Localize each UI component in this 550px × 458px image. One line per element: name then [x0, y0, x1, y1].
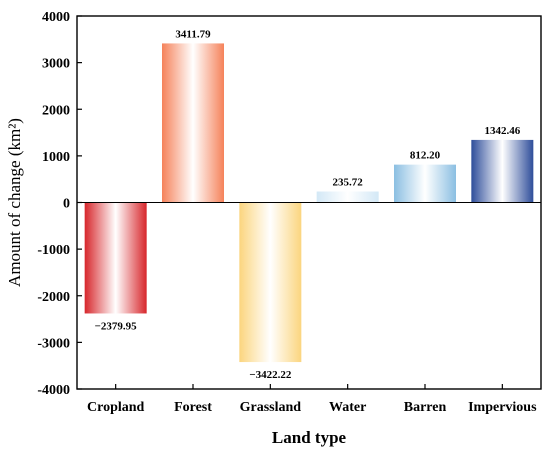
bars-layer	[84, 43, 534, 363]
x-tick-label-impervious: Impervious	[468, 400, 537, 415]
x-tick-label-cropland: Cropland	[87, 400, 145, 415]
x-axis-title: Land type	[272, 428, 347, 447]
y-tick-label: 1000	[42, 150, 70, 165]
bar-water	[316, 191, 379, 203]
x-tick-label-forest: Forest	[174, 400, 212, 415]
x-tick-label-grassland: Grassland	[240, 400, 302, 415]
y-tick-label: -1000	[37, 243, 70, 258]
bar-barren	[394, 164, 456, 203]
bar-forest	[162, 43, 224, 203]
x-tick-label-barren: Barren	[404, 400, 447, 415]
y-tick-label: 0	[63, 197, 70, 212]
y-tick-label: 3000	[42, 57, 70, 72]
bar-grassland	[239, 202, 302, 363]
y-tick-label: -2000	[37, 290, 70, 305]
data-label-grassland: −3422.22	[249, 369, 292, 381]
y-axis: 4000 3000 2000 1000 0 -1000 -2000 -3000 -4000	[37, 10, 82, 398]
y-axis-title: Amount of change (km²)	[5, 118, 24, 287]
y-tick-label: -4000	[37, 383, 70, 398]
x-tick-label-water: Water	[329, 400, 366, 415]
data-labels: −2379.95 3411.79 −3422.22 235.72 812.20 1342.…	[95, 28, 521, 381]
y-tick-label: 2000	[42, 103, 70, 118]
plot-frame	[76, 15, 542, 390]
bar-cropland	[84, 202, 147, 314]
x-axis: Cropland Forest Grassland Water Barren Imperv…	[87, 384, 537, 415]
data-label-cropland: −2379.95	[95, 320, 138, 332]
data-label-forest: 3411.79	[175, 28, 211, 40]
y-tick-label: -3000	[37, 336, 70, 351]
y-tick-label: 4000	[42, 10, 70, 25]
bar-impervious	[471, 139, 534, 203]
data-label-water: 235.72	[333, 177, 364, 189]
data-label-impervious: 1342.46	[484, 125, 520, 137]
data-label-barren: 812.20	[410, 150, 441, 162]
